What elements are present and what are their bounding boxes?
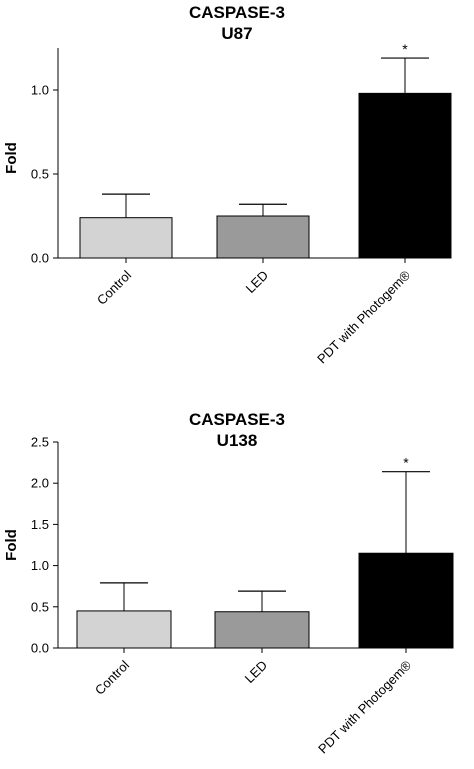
y-axis-title: Fold [3,142,20,174]
x-tick-label: Control [94,267,134,307]
bar [358,92,452,259]
bar [358,552,454,649]
bar [216,215,310,259]
y-tick-label: 0.0 [31,251,49,266]
y-axis-title: Fold [3,529,20,561]
y-tick-label: 0.0 [31,641,49,656]
chart-u138: CASPASE-3 U138 Fold 0.0 0.5 1.0 1.5 2.0 2.5 Co… [3,410,454,756]
x-tick-label: LED [242,658,270,686]
bar [79,217,173,259]
x-tick-label: Control [92,657,132,697]
y-tick-label: 0.5 [31,599,49,614]
chart-subtitle: U87 [221,24,252,43]
bar [214,611,310,649]
x-tick-label: LED [243,268,271,296]
bar [76,610,172,649]
y-tick-label: 0.5 [31,167,49,182]
x-tick-label: PDT with Photogem® [314,267,413,366]
y-tick-label: 1.0 [31,558,49,573]
significance-marker: * [402,41,408,57]
chart-title: CASPASE-3 [189,410,285,429]
chart-title: CASPASE-3 [189,3,285,22]
y-tick-label: 1.0 [31,83,49,98]
chart-u87: CASPASE-3 U87 Fold 0.0 0.5 1.0 Control LED PD… [3,3,452,366]
significance-marker: * [403,455,409,471]
y-tick-label: 2.5 [31,435,49,450]
y-tick-label: 2.0 [31,476,49,491]
y-tick-label: 1.5 [31,517,49,532]
x-tick-label: PDT with Photogem® [315,657,414,756]
chart-subtitle: U138 [217,431,258,450]
